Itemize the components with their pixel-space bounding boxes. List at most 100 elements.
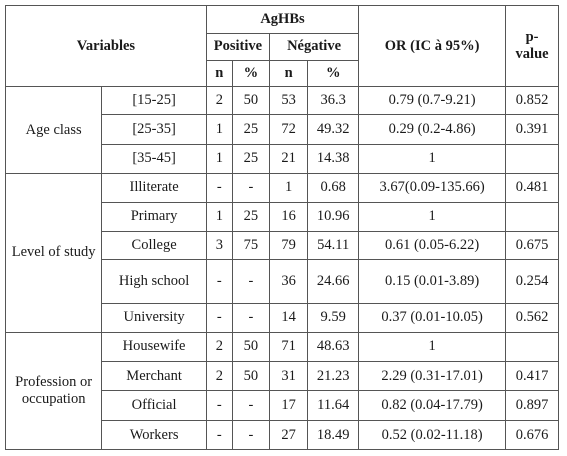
positive-n-cell: -: [205, 302, 233, 333]
negative-pct-cell: 36.3: [307, 86, 360, 116]
negative-n-cell: 21: [269, 144, 309, 174]
negative-n-cell: 31: [269, 361, 309, 392]
pvalue-cell: 0.562: [505, 302, 559, 333]
variables-header: Variables: [5, 4, 207, 88]
negative-n-cell: 16: [269, 201, 309, 232]
pvalue-cell: [505, 201, 559, 232]
pvalue-cell: [505, 144, 559, 174]
odds-ratio-cell: 0.37 (0.01-10.05): [358, 302, 507, 333]
pvalue-cell: 0.897: [505, 390, 559, 422]
positive-pct-cell: 75: [231, 230, 271, 261]
negative-pct-cell: 54.11: [307, 230, 360, 261]
positive-n-cell: 1: [205, 201, 233, 232]
odds-ratio-cell: 0.29 (0.2-4.86): [358, 114, 507, 146]
negative-n-cell: 79: [269, 230, 309, 261]
negative-n-cell: 72: [269, 114, 309, 146]
pvalue-cell: 0.417: [505, 361, 559, 392]
positive-pct-cell: 25: [231, 114, 271, 146]
table-row: University - -14 9.59 0.37 (0.01-10.05) 0.562: [6, 302, 559, 333]
negative-pct-cell: 9.59: [307, 302, 360, 333]
negative-n-cell: 17: [269, 390, 309, 422]
table-row: College 3 75 79 54.11 0.61 (0.05-6.22) 0.675: [6, 230, 559, 261]
table-row: Workers - -27 18.49 0.52 (0.02-11.18) 0.676: [6, 420, 559, 450]
positive-n-cell: 2: [205, 86, 233, 116]
category-cell: Merchant: [101, 361, 207, 392]
category-cell: High school: [101, 259, 207, 304]
negative-n-cell: 71: [269, 331, 309, 363]
negative-n-cell: 53: [269, 86, 309, 116]
negative-pct-cell: 14.38: [307, 144, 360, 174]
positive-pct-cell: 50: [231, 361, 271, 392]
table-row: Age class [15-25] 2 50 53 36.3 0.79 (0.7-9.21)…: [4, 86, 559, 174]
positive-pct-cell: 50: [231, 86, 271, 116]
odds-ratio-cell: 2.29 (0.31-17.01): [358, 361, 507, 392]
category-cell: University: [101, 302, 207, 333]
positive-n-header: n: [205, 59, 233, 88]
category-cell: College: [101, 230, 207, 261]
odds-ratio-cell: 1: [358, 144, 507, 174]
negative-n-cell: 27: [269, 420, 309, 450]
positive-header: Positive: [205, 32, 271, 61]
positive-n-cell: 2: [205, 331, 233, 363]
category-cell: Housewife: [101, 331, 207, 363]
group-label: Profession or occupation: [4, 331, 103, 451]
positive-pct-header: %: [231, 59, 271, 88]
pvalue-cell: 0.675: [505, 230, 559, 261]
negative-pct-cell: 48.63: [307, 331, 360, 363]
table-row: [25-35] 1 25 72 49.32 0.29 (0.2-4.86) 0.391: [6, 114, 559, 146]
positive-pct-cell: 50: [231, 331, 271, 363]
odds-ratio-cell: 1: [358, 331, 507, 363]
negative-pct-cell: 24.66: [307, 259, 360, 304]
positive-n-cell: -: [205, 172, 233, 203]
odds-ratio-cell: 0.15 (0.01-3.89): [358, 259, 507, 304]
pvalue-cell: 0.676: [505, 420, 559, 450]
positive-pct-cell: -: [231, 420, 271, 450]
table-row: Profession or occupation Housewife 2 50 71 48…: [4, 331, 559, 451]
odds-ratio-cell: 0.52 (0.02-11.18): [358, 420, 507, 450]
negative-n-cell: 36: [269, 259, 309, 304]
category-cell: [15-25]: [101, 86, 207, 116]
positive-pct-cell: -: [231, 259, 271, 304]
group-label: Age class: [4, 86, 103, 174]
results-table: Variables AgHBs OR (IC à 95%) p-value Po…: [4, 4, 559, 451]
category-cell: [25-35]: [101, 114, 207, 146]
pvalue-cell: 0.481: [505, 172, 559, 203]
positive-pct-cell: 25: [231, 144, 271, 174]
odds-ratio-cell: 3.67(0.09-135.66): [358, 172, 507, 203]
negative-header: Négative: [269, 32, 360, 61]
negative-pct-cell: 21.23: [307, 361, 360, 392]
positive-pct-cell: 25: [231, 201, 271, 232]
odds-ratio-cell: 0.61 (0.05-6.22): [358, 230, 507, 261]
odds-ratio-cell: 0.82 (0.04-17.79): [358, 390, 507, 422]
negative-pct-cell: 10.96: [307, 201, 360, 232]
table-row: Primary 1 25 16 10.96 1: [6, 201, 559, 232]
negative-n-cell: 14: [269, 302, 309, 333]
positive-pct-cell: -: [231, 390, 271, 422]
table-row: Merchant 2 50 31 21.23 2.29 (0.31-17.01) 0.417: [6, 361, 559, 392]
pvalue-cell: 0.391: [505, 114, 559, 146]
negative-pct-cell: 18.49: [307, 420, 360, 450]
negative-pct-cell: 0.68: [307, 172, 360, 203]
negative-n-header: n: [269, 59, 309, 88]
table-row: Official - -17 11.64 0.82 (0.04-17.79) 0.897: [6, 390, 559, 422]
positive-pct-cell: -: [231, 302, 271, 333]
group-header: AgHBs: [205, 5, 360, 34]
odds-ratio-cell: 0.79 (0.7-9.21): [358, 86, 507, 116]
table-row: Level of study Illiterate - -1 0.68 3.67(0.09…: [4, 172, 559, 333]
positive-n-cell: -: [205, 390, 233, 422]
positive-pct-cell: -: [231, 172, 271, 203]
positive-n-cell: 2: [205, 361, 233, 392]
positive-n-cell: 1: [205, 114, 233, 146]
group-label: Level of study: [4, 172, 103, 333]
category-cell: Official: [101, 390, 207, 422]
category-cell: Workers: [101, 420, 207, 450]
pvalue-cell: 0.254: [505, 259, 559, 304]
table-row: High school - -36 24.66 0.15 (0.01-3.89) 0.25…: [6, 259, 559, 304]
negative-pct-header: %: [307, 59, 360, 88]
odds-ratio-cell: 1: [358, 201, 507, 232]
pvalue-header: p-value: [505, 4, 559, 88]
positive-n-cell: -: [205, 259, 233, 304]
negative-pct-cell: 49.32: [307, 114, 360, 146]
positive-n-cell: 1: [205, 144, 233, 174]
negative-n-cell: 1: [269, 172, 309, 203]
